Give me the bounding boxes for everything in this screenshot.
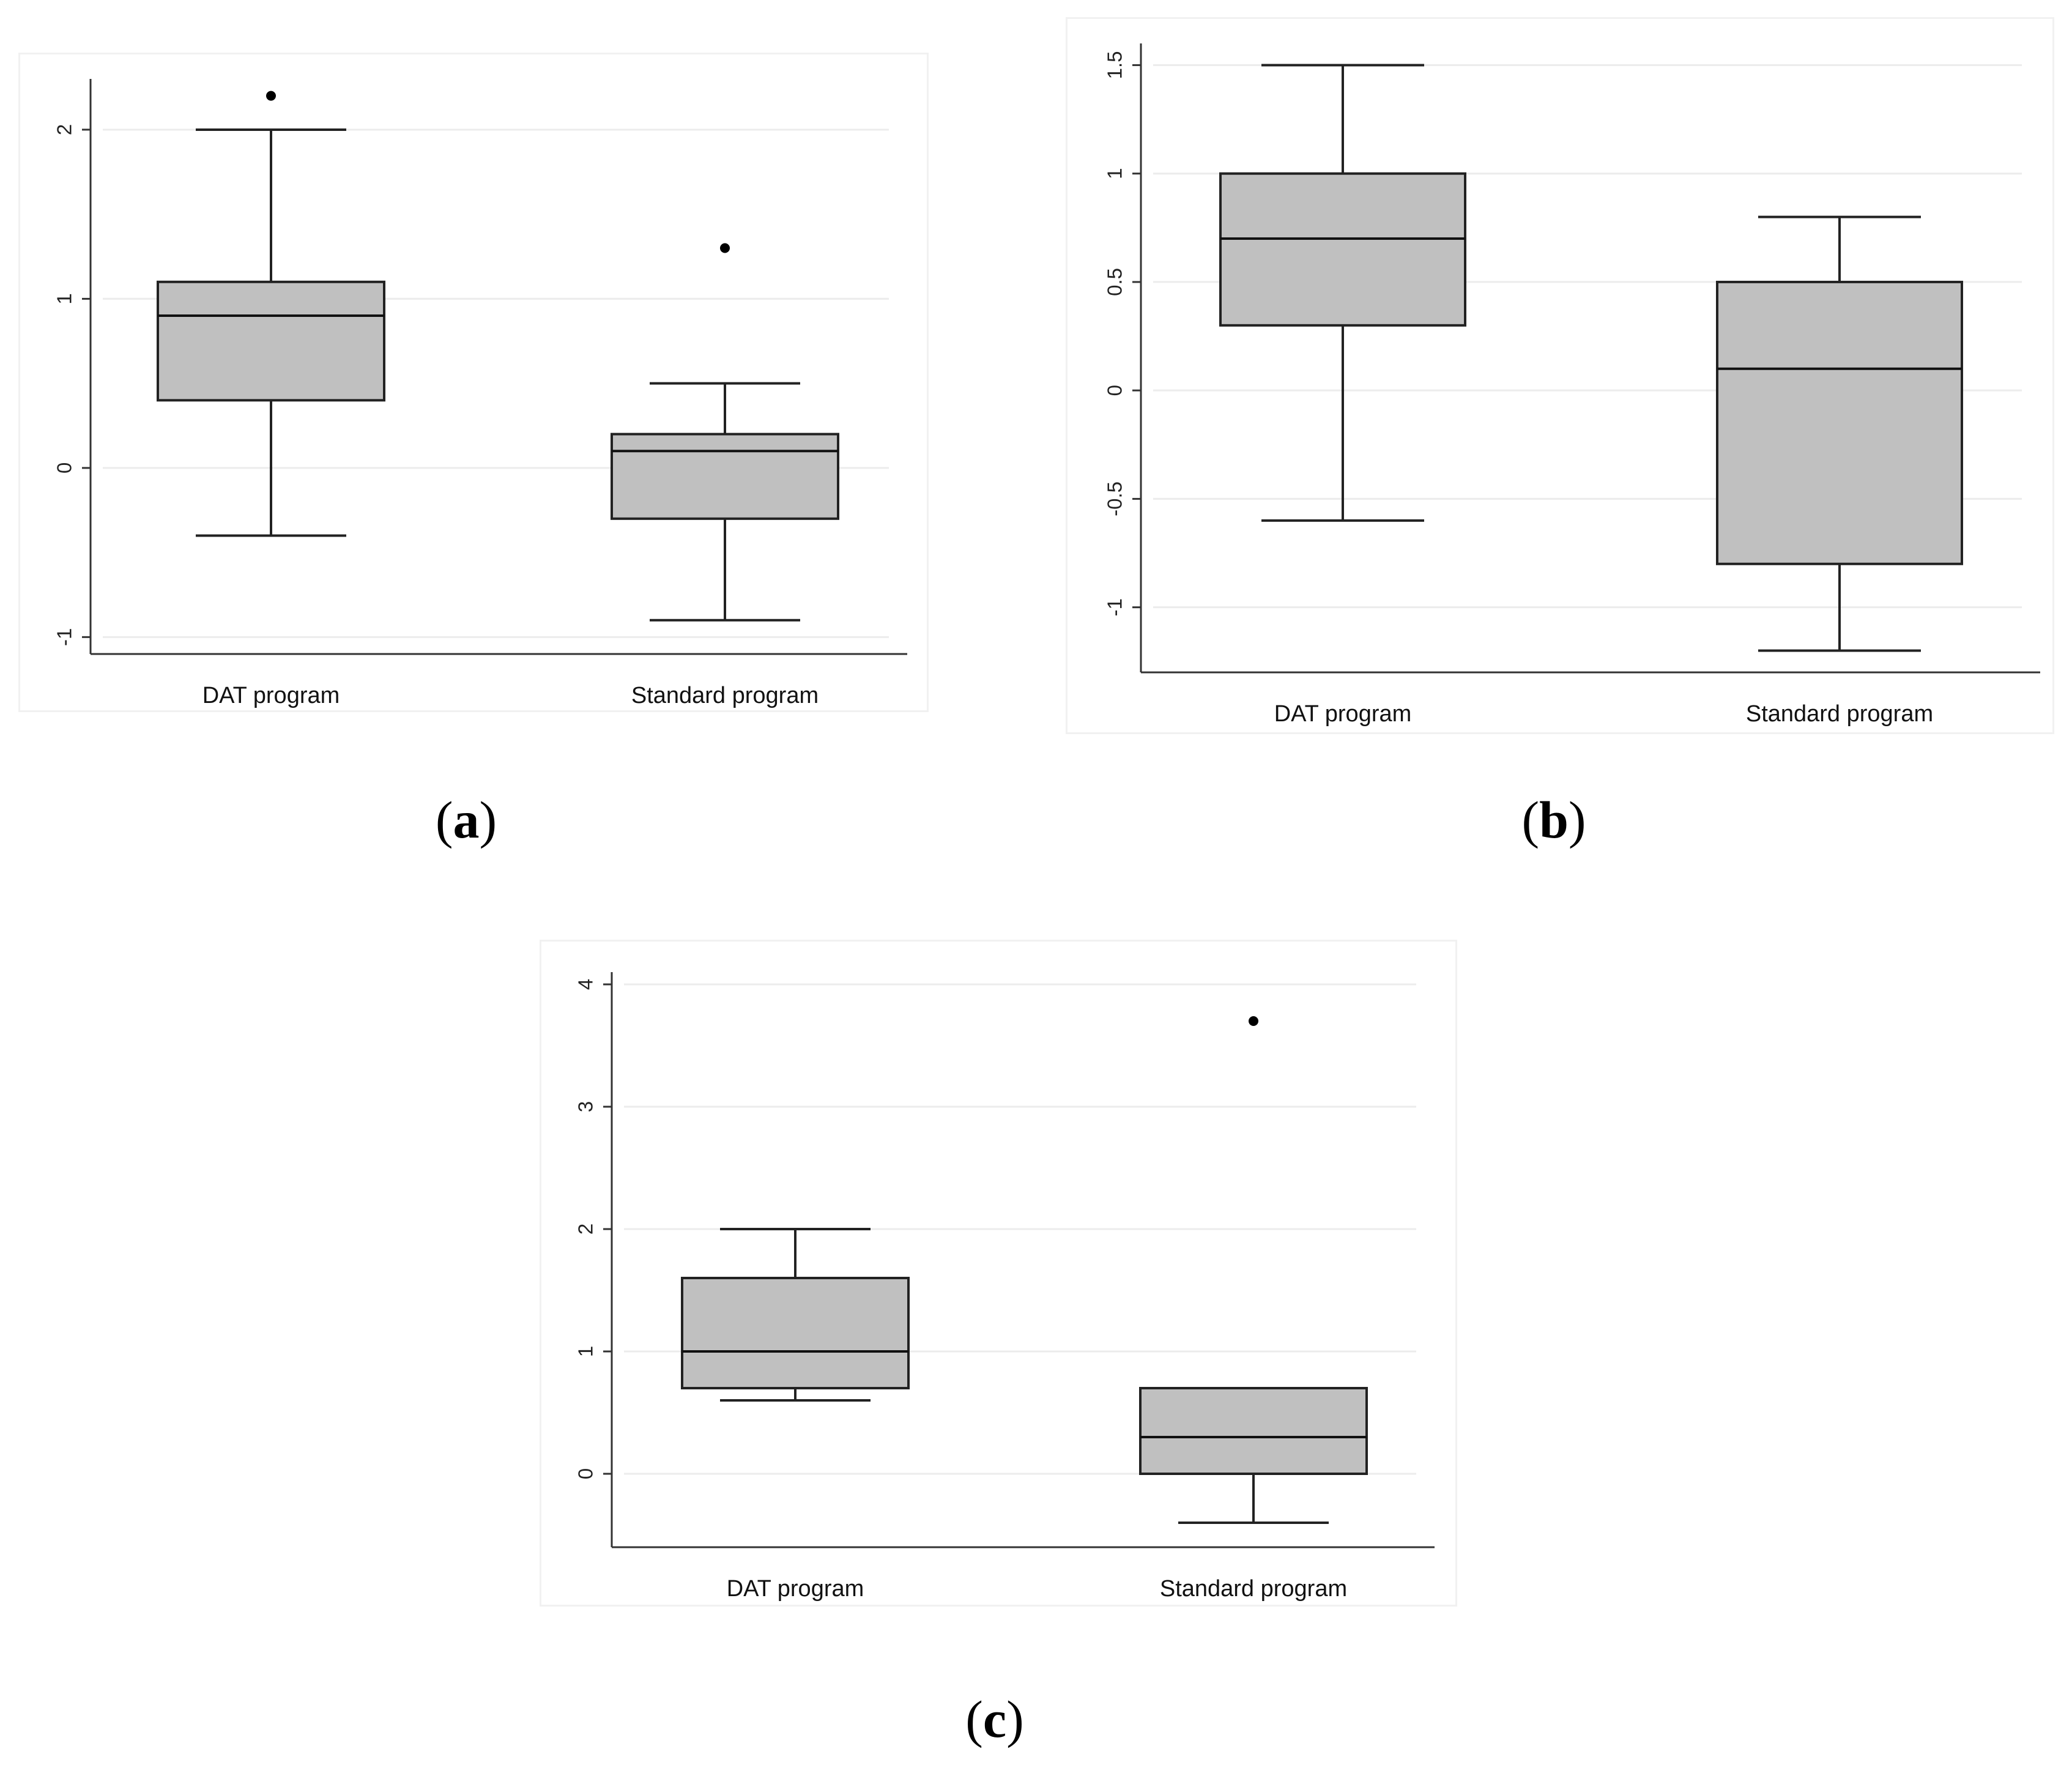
caption-b: (b)	[1521, 790, 1586, 849]
caption-b-letter: b	[1539, 790, 1569, 849]
boxplot-c: 0 1 2 3 4 DAT program Standard program	[574, 972, 1435, 1602]
y-tick-label: 1	[53, 293, 76, 304]
caption-c-letter: c	[982, 1690, 1007, 1748]
y-tick-label: -0.5	[1104, 481, 1126, 516]
y-tick-label: 4	[574, 979, 597, 990]
iqr-box	[681, 1277, 910, 1389]
chart-panel-a: -1 0 1 2 DAT program Standard program	[18, 53, 929, 712]
y-tick-label: 1	[574, 1346, 597, 1357]
outlier-point	[1249, 1016, 1258, 1026]
category-label: Standard program	[631, 683, 819, 708]
y-tick-label: -1	[1104, 598, 1126, 616]
y-tick-label: 1	[1104, 168, 1126, 179]
caption-c: (c)	[965, 1690, 1024, 1748]
y-tick-label: 0	[574, 1468, 597, 1479]
outlier-point	[266, 91, 276, 101]
box-group	[157, 91, 385, 537]
box-group	[1716, 215, 1963, 652]
iqr-box	[611, 433, 839, 520]
y-tick-label: 0.5	[1104, 268, 1126, 296]
caption-a-letter: a	[453, 790, 480, 849]
caption-a: (a)	[435, 790, 497, 849]
y-tick-label: 2	[53, 124, 76, 135]
y-tick-label: 3	[574, 1101, 597, 1112]
y-tick-label: 0	[53, 463, 76, 474]
chart-panel-b: -1 -0.5 0 0.5 1 1.5 DAT program Standard progra…	[1066, 17, 2054, 734]
box-group	[1219, 64, 1466, 522]
iqr-box	[1139, 1387, 1368, 1475]
box-group	[611, 243, 839, 622]
y-tick-label: 0	[1104, 385, 1126, 396]
iqr-box	[157, 280, 385, 402]
y-tick-label: 2	[574, 1224, 597, 1235]
category-label: DAT program	[727, 1576, 864, 1602]
box-group	[1139, 1016, 1368, 1524]
category-label: Standard program	[1160, 1576, 1347, 1602]
category-label: DAT program	[202, 683, 340, 708]
boxplot-a: -1 0 1 2 DAT program Standard program	[53, 79, 907, 708]
y-tick-label: 1.5	[1104, 51, 1126, 80]
category-label: Standard program	[1746, 701, 1933, 727]
category-label: DAT program	[1274, 701, 1412, 727]
iqr-box	[1219, 172, 1466, 327]
chart-panel-c: 0 1 2 3 4 DAT program Standard program	[540, 940, 1457, 1607]
box-group	[681, 1228, 910, 1402]
outlier-point	[720, 243, 730, 253]
iqr-box	[1716, 280, 1963, 565]
boxplot-b: -1 -0.5 0 0.5 1 1.5 DAT program Standard progra…	[1104, 43, 2040, 727]
y-tick-label: -1	[53, 628, 76, 646]
